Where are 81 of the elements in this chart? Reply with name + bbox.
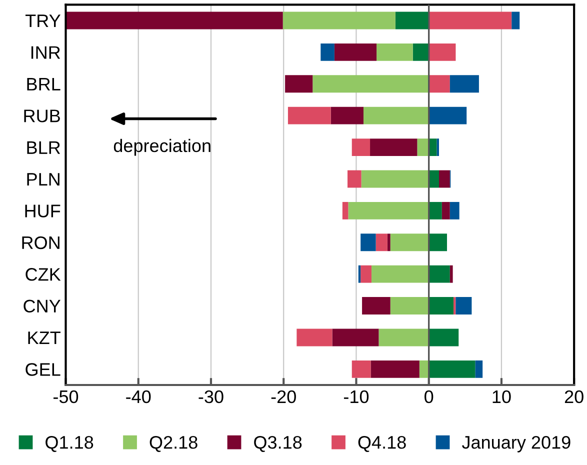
- bar: [312, 75, 429, 93]
- bar: [360, 234, 376, 252]
- bar: [428, 12, 512, 30]
- y-tick-label: RUB: [24, 110, 60, 122]
- bar: [360, 265, 372, 283]
- legend-label: Q3.18: [254, 436, 302, 452]
- bar: [417, 138, 429, 156]
- bar: [390, 297, 429, 314]
- bar: [361, 170, 429, 188]
- bar: [442, 202, 450, 220]
- bar: [376, 43, 413, 61]
- bar: [352, 138, 370, 156]
- bar: [412, 43, 429, 61]
- bar: [428, 297, 454, 314]
- bar: [450, 202, 460, 220]
- bar: [450, 75, 479, 93]
- y-tick-label: PLN: [27, 173, 60, 186]
- bar: [371, 265, 429, 283]
- x-tick-label: 0: [424, 390, 434, 404]
- bar: [370, 138, 418, 156]
- bar: [428, 234, 447, 252]
- x-tick-label: -10: [344, 390, 369, 404]
- bar: [363, 106, 429, 124]
- bar: [428, 138, 437, 156]
- y-tick-label: BRL: [27, 78, 60, 90]
- bar: [348, 202, 429, 220]
- bar: [395, 12, 429, 30]
- bar: [428, 170, 440, 188]
- y-tick-label: CZK: [26, 268, 61, 281]
- bar: [332, 328, 379, 346]
- y-tick-label: TRY: [25, 14, 60, 28]
- annotation: depreciation: [114, 138, 210, 156]
- bar: [66, 12, 283, 30]
- legend-label: Q4.18: [358, 436, 406, 452]
- bar: [342, 202, 348, 220]
- y-tick-label: CNY: [24, 300, 60, 312]
- bar: [450, 265, 453, 283]
- bar: [288, 106, 331, 124]
- bar: [370, 360, 420, 378]
- bar: [296, 328, 332, 346]
- bar: [282, 12, 396, 30]
- legend-label: January 2019: [462, 436, 570, 452]
- x-tick-label: -40: [126, 390, 151, 404]
- bar: [428, 202, 442, 220]
- bar: [428, 265, 450, 283]
- bar: [330, 106, 364, 124]
- bar: [348, 170, 362, 188]
- bar: [512, 12, 520, 30]
- bar: [334, 43, 377, 61]
- y-tick-label: KZT: [28, 332, 60, 344]
- y-tick-label: INR: [31, 46, 60, 59]
- x-tick-label: -20: [271, 390, 296, 404]
- bar: [439, 170, 450, 188]
- bar: [436, 138, 440, 156]
- x-tick-label: -50: [54, 390, 78, 404]
- bar: [378, 328, 429, 346]
- bar: [376, 234, 388, 252]
- bar: [390, 234, 429, 252]
- x-tick-label: -30: [198, 390, 224, 404]
- y-tick-label: HUF: [25, 204, 60, 218]
- bar: [428, 106, 467, 124]
- bar: [475, 360, 483, 378]
- bar: [320, 43, 334, 61]
- y-tick-label: RON: [22, 236, 60, 250]
- y-tick-label: BLR: [27, 141, 60, 154]
- bar: [387, 234, 390, 252]
- bar: [428, 43, 456, 61]
- bar: [285, 75, 313, 93]
- bar: [428, 360, 476, 378]
- legend-label: Q2.18: [150, 436, 198, 452]
- bar: [358, 265, 361, 283]
- legend-label: Q1.18: [46, 436, 94, 452]
- bar: [456, 297, 472, 314]
- bar: [352, 360, 371, 378]
- x-tick-label: 20: [564, 390, 584, 404]
- bar: [428, 328, 459, 346]
- y-tick-label: GEL: [26, 363, 60, 376]
- bar: [419, 360, 429, 378]
- x-tick-label: 10: [492, 390, 511, 404]
- bar: [428, 75, 450, 93]
- bar: [362, 297, 390, 314]
